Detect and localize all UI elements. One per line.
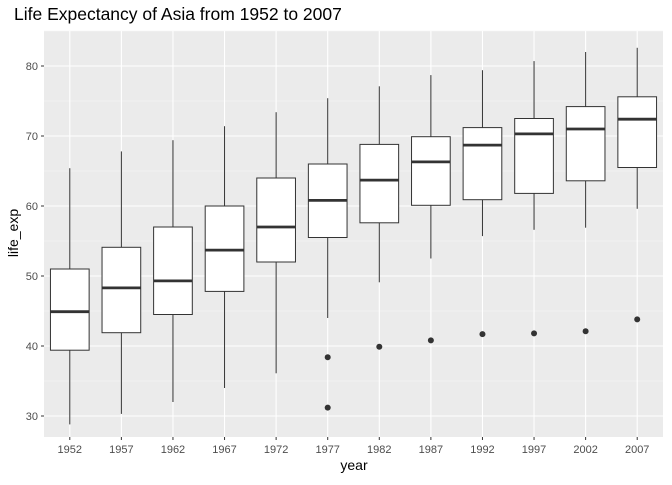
box-1982 xyxy=(359,86,400,350)
x-tick-label: 1952 xyxy=(58,444,82,456)
x-tick-label: 1997 xyxy=(522,444,546,456)
y-tick-label: 50 xyxy=(26,271,38,283)
plot-panel xyxy=(44,30,663,437)
outlier-point xyxy=(376,343,383,350)
x-tick-label: 1992 xyxy=(470,444,494,456)
outlier-point xyxy=(479,331,486,338)
box-iqr xyxy=(565,106,606,182)
box-1977 xyxy=(307,98,348,411)
outlier-point xyxy=(324,404,331,411)
outlier-point xyxy=(582,328,589,335)
x-tick-label: 1967 xyxy=(212,444,236,456)
x-tick-label: 1957 xyxy=(109,444,133,456)
x-tick-label: 2002 xyxy=(573,444,597,456)
box-1957 xyxy=(101,151,142,414)
x-tick-label: 1987 xyxy=(419,444,443,456)
box-iqr xyxy=(101,246,142,334)
x-axis: 1952 1957 1962 1967 1972 1977 1982 1987 1992 1997… xyxy=(58,437,649,456)
chart-title: Life Expectancy of Asia from 1952 to 200… xyxy=(14,4,342,24)
y-tick-label: 80 xyxy=(26,61,38,73)
box-iqr xyxy=(411,136,451,206)
box-1997 xyxy=(514,61,554,337)
box-iqr xyxy=(359,143,400,224)
box-1952 xyxy=(49,168,90,425)
box-iqr xyxy=(256,177,296,263)
box-iqr xyxy=(617,96,658,168)
panel-background xyxy=(44,31,663,437)
x-axis-label: year xyxy=(340,457,368,473)
outlier-point xyxy=(427,337,434,344)
box-1987 xyxy=(411,75,451,344)
box-1972 xyxy=(256,112,296,374)
x-tick-label: 2007 xyxy=(625,444,649,456)
box-1992 xyxy=(462,70,503,338)
outlier-point xyxy=(324,354,331,361)
x-tick-label: 1972 xyxy=(264,444,288,456)
outlier-point xyxy=(634,316,641,323)
x-tick-label: 1982 xyxy=(367,444,391,456)
y-axis-label: life_exp xyxy=(5,209,21,257)
box-1967 xyxy=(204,126,245,388)
y-tick-label: 60 xyxy=(26,201,38,213)
box-iqr xyxy=(204,205,245,292)
box-2007 xyxy=(617,47,658,323)
x-tick-label: 1962 xyxy=(161,444,185,456)
box-iqr xyxy=(462,127,503,201)
box-iqr xyxy=(514,118,554,194)
y-axis: 30 40 50 60 70 80 xyxy=(26,61,44,423)
box-iqr xyxy=(153,226,193,315)
outlier-point xyxy=(531,330,538,337)
x-tick-label: 1977 xyxy=(315,444,339,456)
y-tick-label: 70 xyxy=(26,131,38,143)
y-tick-label: 30 xyxy=(26,411,38,423)
boxes-layer xyxy=(49,47,658,425)
box-1962 xyxy=(153,140,193,402)
box-2002 xyxy=(565,52,606,335)
y-tick-label: 40 xyxy=(26,341,38,353)
box-iqr xyxy=(49,268,90,351)
